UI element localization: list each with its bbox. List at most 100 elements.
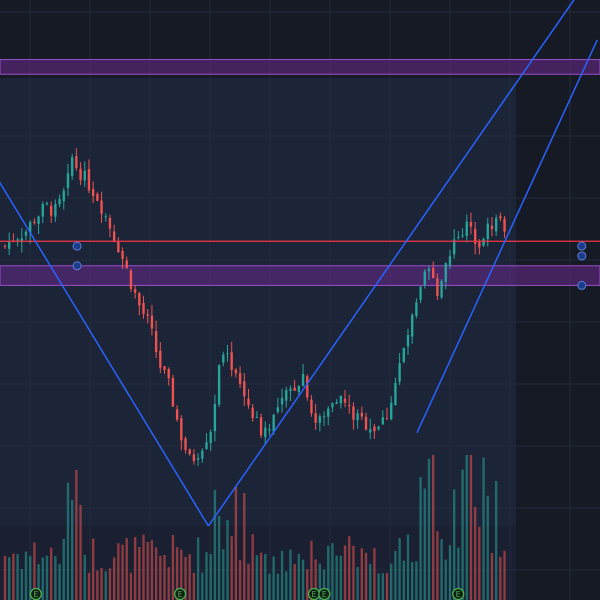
candle-body <box>444 263 447 282</box>
volume-bar <box>108 568 112 600</box>
candle-body <box>226 353 229 355</box>
event-marker[interactable]: E <box>452 587 465 600</box>
candle-body <box>301 374 305 386</box>
candle-body <box>490 225 494 230</box>
candle-body <box>322 416 326 418</box>
volume-bar <box>264 553 267 600</box>
candle-body <box>289 388 292 391</box>
volume-bar <box>112 557 116 600</box>
candle-body <box>222 354 225 363</box>
candle-body <box>448 256 452 266</box>
volume-bar <box>406 534 410 600</box>
volume-bar <box>322 569 326 600</box>
trendline[interactable] <box>207 0 600 527</box>
candle-body <box>411 314 414 337</box>
resistance-zone[interactable] <box>0 265 600 286</box>
candle-body <box>390 402 393 420</box>
volume-bar <box>415 561 418 600</box>
volume-bar <box>457 547 460 600</box>
candle-body <box>385 418 389 420</box>
drawing-handle[interactable] <box>72 241 82 251</box>
candle-body <box>29 222 32 234</box>
drawing-handles[interactable] <box>72 241 587 290</box>
volume-bar <box>29 555 32 600</box>
volume-bar <box>461 469 464 600</box>
volume-bar <box>469 455 473 600</box>
volume-bar <box>49 547 53 600</box>
volume-bar <box>159 555 162 600</box>
volume-bar <box>75 469 78 600</box>
event-marker[interactable]: E <box>173 587 187 600</box>
event-marker-label: E <box>322 590 327 599</box>
event-marker[interactable]: E <box>307 587 321 600</box>
candle-body <box>335 402 338 404</box>
volume-bar <box>452 489 456 600</box>
volume-bar <box>289 549 292 600</box>
volume-bar <box>259 552 263 600</box>
volume-bar <box>352 545 355 600</box>
volume-bar <box>385 572 389 600</box>
event-marker[interactable]: E <box>318 587 331 600</box>
candle-body <box>175 409 179 420</box>
candle-body <box>125 260 128 269</box>
volume-bar <box>16 554 19 600</box>
drawing-handle[interactable] <box>72 261 82 271</box>
candle-body <box>45 203 49 205</box>
candle-body <box>255 417 259 419</box>
candle-body <box>369 429 372 433</box>
event-marker-label: E <box>311 590 316 599</box>
candle-body <box>62 190 65 202</box>
volume-bar <box>432 455 435 600</box>
volume-bar <box>62 539 65 600</box>
candle-body <box>280 397 284 405</box>
volume-bar <box>494 481 498 600</box>
volume-bar <box>473 507 477 600</box>
drawing-handle[interactable] <box>577 241 587 251</box>
volume-bar <box>12 553 15 600</box>
volume-bar <box>427 458 431 600</box>
candle-body <box>16 239 19 241</box>
volume-bar <box>205 552 208 600</box>
candle-body <box>452 239 456 255</box>
drawing-handle[interactable] <box>577 251 587 261</box>
candle-body <box>150 315 154 329</box>
trendline[interactable] <box>0 123 210 527</box>
candle-body <box>469 222 473 227</box>
volume-bar <box>209 553 212 600</box>
candle-body <box>432 267 435 279</box>
candle-body <box>415 302 418 316</box>
trendlines[interactable] <box>0 0 600 527</box>
volume-bar <box>213 489 217 600</box>
candle-body <box>96 194 99 201</box>
volume-bar <box>171 534 175 600</box>
volume-bar <box>390 563 393 600</box>
volume-bar <box>444 559 447 600</box>
candle-body <box>146 314 149 316</box>
resistance-zone[interactable] <box>0 59 600 75</box>
event-marker[interactable]: E <box>29 587 43 600</box>
volume-bar <box>419 477 422 600</box>
volume-bar <box>184 556 187 600</box>
volume-bar <box>230 536 233 600</box>
volume-bar <box>482 457 485 600</box>
candle-body <box>268 429 271 431</box>
candle-body <box>314 413 317 423</box>
volume-bar <box>478 526 481 600</box>
volume-bar <box>167 567 170 600</box>
candle-body <box>217 365 221 405</box>
volume-bar <box>293 563 296 600</box>
candle-body <box>247 398 250 406</box>
event-marker-label: E <box>33 590 38 599</box>
volume-bar <box>33 542 36 600</box>
candle-body <box>381 417 384 425</box>
volume-bar <box>142 534 145 600</box>
volume-bar <box>314 559 317 600</box>
resistance-zones[interactable] <box>0 59 600 286</box>
volume-bar <box>96 570 99 600</box>
drawing-handle[interactable] <box>577 280 587 290</box>
trendline[interactable] <box>416 39 598 434</box>
candle-body <box>465 221 468 237</box>
